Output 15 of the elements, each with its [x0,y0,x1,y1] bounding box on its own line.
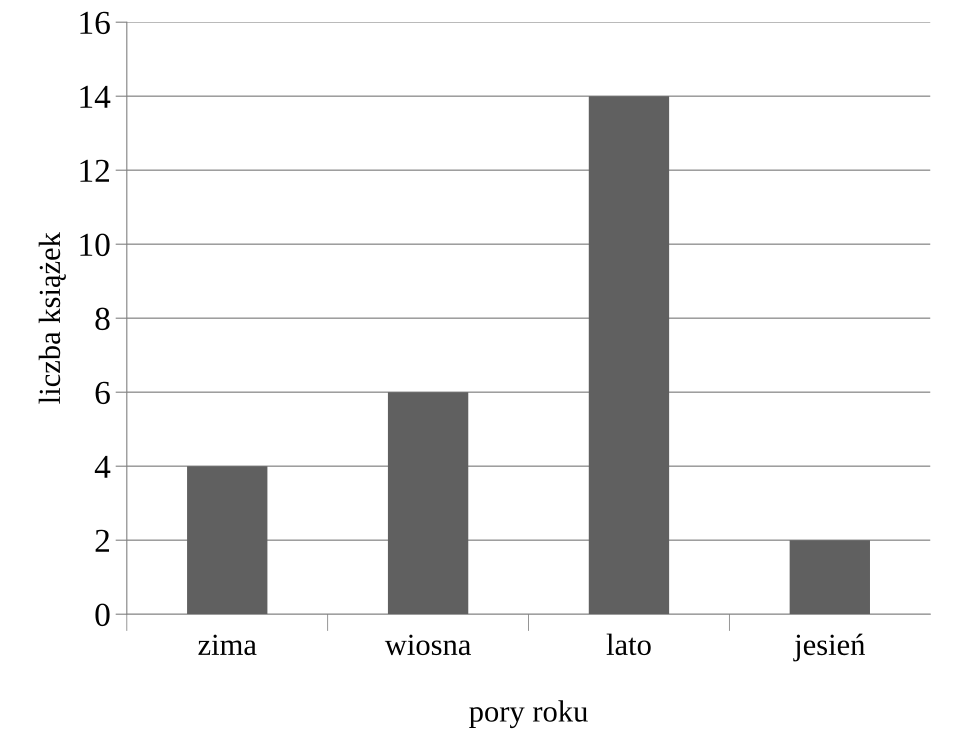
x-tick-label: zima [198,634,257,656]
y-tick-label: 12 [80,160,109,182]
x-tick-label: wiosna [384,634,471,656]
y-tick-label: 4 [94,456,110,478]
y-tick-label: 16 [80,12,110,34]
y-tick-label: 2 [96,530,109,552]
y-tick-label: 0 [95,604,110,626]
y-tick-label: 10 [80,234,110,256]
x-axis-title: pory roku [469,700,588,728]
y-tick-label: 6 [96,382,110,404]
x-tick-label: jesień [793,634,865,662]
x-tick-label: lato [606,634,651,656]
y-tick-label: 14 [80,86,110,108]
y-tick-label: 8 [95,308,110,330]
y-axis-title: liczba książek [38,232,66,404]
